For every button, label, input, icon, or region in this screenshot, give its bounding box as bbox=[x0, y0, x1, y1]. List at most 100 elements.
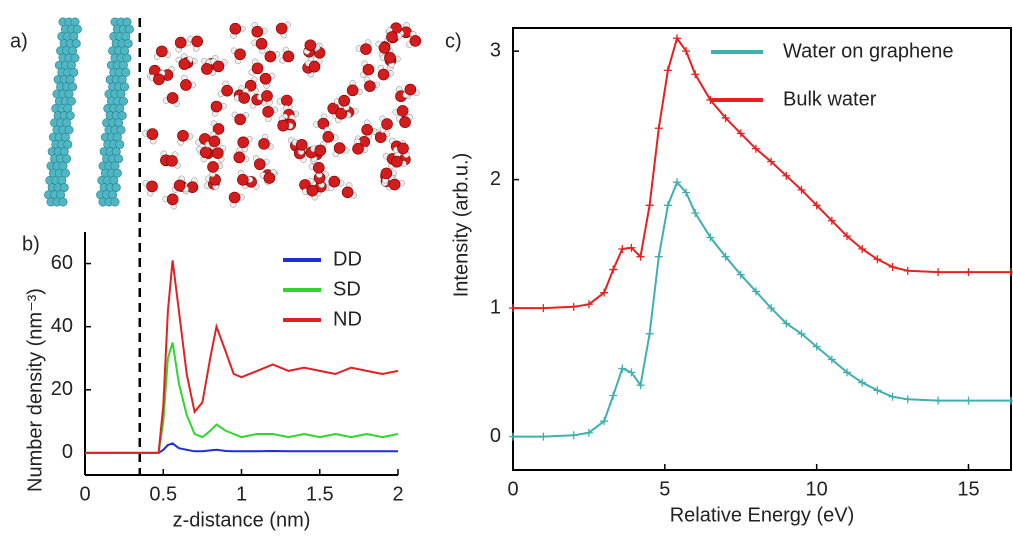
plus-marker bbox=[609, 391, 618, 400]
carbon-atom bbox=[122, 53, 132, 63]
panel-label: c) bbox=[445, 30, 462, 52]
carbon-atom bbox=[115, 139, 125, 149]
plus-marker bbox=[903, 266, 912, 275]
plus-marker bbox=[903, 395, 912, 404]
plus-marker bbox=[843, 368, 852, 377]
plus-marker bbox=[509, 432, 517, 441]
series-line bbox=[85, 342, 399, 454]
plus-marker bbox=[964, 396, 973, 405]
oxygen-atom bbox=[333, 142, 346, 154]
oxygen-atom bbox=[255, 37, 268, 50]
oxygen-atom bbox=[207, 161, 219, 173]
plus-marker bbox=[888, 392, 897, 401]
oxygen-atom bbox=[156, 45, 168, 58]
plus-marker bbox=[569, 302, 578, 311]
oxygen-atom bbox=[304, 39, 317, 52]
oxygen-atom bbox=[391, 155, 403, 168]
plus-marker bbox=[645, 201, 654, 210]
legend-label: Water on graphene bbox=[783, 40, 953, 62]
plus-marker bbox=[782, 319, 791, 328]
oxygen-atom bbox=[364, 80, 376, 92]
x-axis-label: Relative Energy (eV) bbox=[670, 504, 855, 526]
oxygen-atom bbox=[263, 172, 276, 184]
oxygen-atom bbox=[146, 180, 158, 193]
series-line bbox=[513, 36, 1011, 310]
plus-marker bbox=[627, 368, 636, 377]
molecular-snapshot bbox=[44, 17, 422, 210]
y-tick-label: 20 bbox=[51, 378, 73, 400]
oxygen-atom bbox=[191, 35, 203, 48]
oxygen-atom bbox=[166, 92, 179, 104]
oxygen-atom bbox=[251, 62, 264, 75]
carbon-atom bbox=[66, 96, 76, 106]
oxygen-atom bbox=[186, 181, 199, 193]
plus-marker bbox=[539, 432, 548, 441]
oxygen-atom bbox=[346, 84, 359, 97]
oxygen-atom bbox=[341, 186, 354, 199]
carbon-atom bbox=[116, 125, 126, 135]
legend-label: DD bbox=[333, 248, 362, 270]
oxygen-atom bbox=[409, 35, 422, 47]
plus-marker bbox=[812, 201, 821, 210]
carbon-atom bbox=[71, 39, 81, 49]
oxygen-atom bbox=[177, 129, 189, 142]
oxygen-atom bbox=[178, 58, 191, 70]
x-tick-label: 1 bbox=[236, 483, 247, 505]
oxygen-atom bbox=[374, 131, 387, 144]
oxygen-atom bbox=[360, 43, 372, 55]
plus-marker bbox=[663, 201, 672, 210]
oxygen-atom bbox=[153, 73, 165, 86]
x-tick-label: 5 bbox=[659, 478, 670, 500]
legend-label: Bulk water bbox=[783, 88, 877, 110]
plus-marker bbox=[584, 300, 593, 309]
oxygen-atom bbox=[238, 92, 251, 104]
panel-label: a) bbox=[10, 30, 28, 52]
plus-marker bbox=[736, 270, 745, 279]
plus-marker bbox=[812, 342, 821, 351]
plus-marker bbox=[751, 287, 760, 296]
oxygen-atom bbox=[212, 123, 225, 135]
oxygen-atom bbox=[228, 191, 241, 204]
oxygen-atom bbox=[381, 118, 393, 130]
carbon-atom bbox=[68, 82, 78, 92]
plus-marker bbox=[1007, 396, 1013, 405]
plus-marker bbox=[663, 66, 672, 75]
oxygen-atom bbox=[404, 83, 417, 96]
x-tick-label: 10 bbox=[806, 478, 828, 500]
carbon-atom bbox=[64, 125, 74, 135]
plus-marker bbox=[618, 245, 627, 253]
plus-marker bbox=[934, 268, 943, 277]
y-tick-label: 0 bbox=[490, 425, 501, 447]
oxygen-atom bbox=[253, 158, 266, 171]
plus-marker bbox=[682, 47, 691, 56]
plus-marker bbox=[600, 417, 609, 426]
carbon-atom bbox=[111, 183, 121, 193]
carbon-atom bbox=[118, 96, 128, 106]
oxygen-atom bbox=[277, 119, 289, 132]
oxygen-atom bbox=[380, 167, 393, 180]
x-axis-label: z-distance (nm) bbox=[173, 509, 311, 531]
oxygen-atom bbox=[338, 94, 350, 107]
plus-marker bbox=[691, 70, 700, 79]
oxygen-atom bbox=[264, 50, 277, 63]
oxygen-atom bbox=[174, 36, 187, 49]
oxygen-atom bbox=[397, 142, 409, 155]
oxygen-atom bbox=[233, 151, 246, 164]
carbon-atom bbox=[60, 168, 70, 178]
plus-marker bbox=[751, 144, 760, 153]
x-tick-label: 15 bbox=[957, 478, 979, 500]
oxygen-atom bbox=[314, 144, 327, 157]
panel-label: b) bbox=[22, 233, 40, 255]
legend-label: SD bbox=[333, 278, 361, 300]
carbon-atom bbox=[58, 197, 68, 207]
plus-marker bbox=[767, 157, 776, 166]
oxygen-atom bbox=[388, 178, 401, 191]
oxygen-atom bbox=[180, 79, 192, 91]
plus-marker bbox=[609, 265, 618, 274]
carbon-atom bbox=[70, 53, 80, 63]
oxygen-atom bbox=[201, 63, 213, 75]
x-tick-label: 0.5 bbox=[149, 483, 177, 505]
x-tick-label: 0 bbox=[507, 478, 518, 500]
plus-marker bbox=[858, 245, 867, 253]
